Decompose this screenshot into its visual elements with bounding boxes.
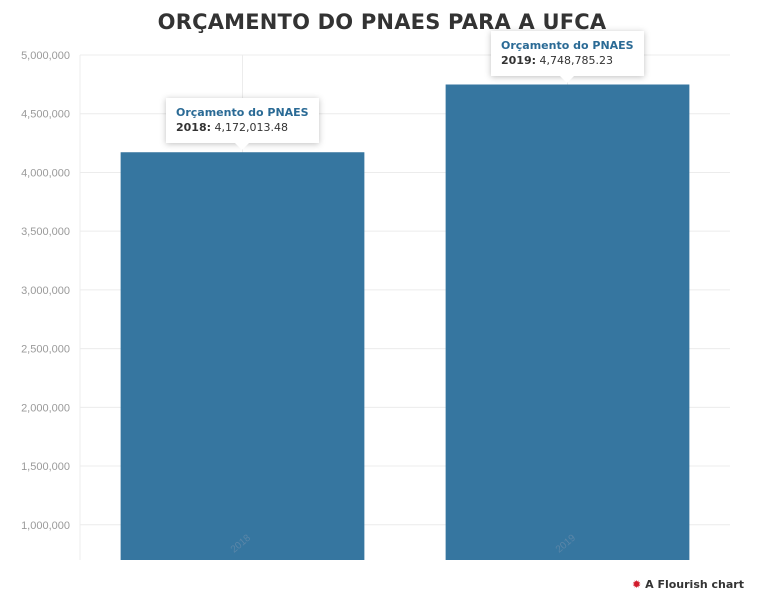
- chart-title: ORÇAMENTO DO PNAES PARA A UFCA: [157, 10, 607, 34]
- y-tick-label: 5,000,000: [21, 50, 70, 62]
- tooltip-2019: Orçamento do PNAES 2019: 4,748,785.23: [491, 30, 644, 83]
- y-tick-label: 4,500,000: [21, 109, 70, 121]
- credit-label: A Flourish chart: [645, 578, 744, 591]
- tooltip-year: 2019:: [501, 53, 537, 67]
- y-tick-label: 1,000,000: [21, 520, 70, 532]
- tooltip-arrow: [235, 143, 250, 151]
- bar-2018[interactable]: [120, 152, 365, 560]
- flourish-credit[interactable]: ✹ A Flourish chart: [632, 578, 744, 591]
- tooltip-2018: Orçamento do PNAES 2018: 4,172,013.48: [166, 98, 319, 151]
- y-tick-label: 2,500,000: [21, 344, 70, 356]
- flourish-star-icon: ✹: [632, 578, 642, 591]
- tooltip-series-name: Orçamento do PNAES: [176, 106, 309, 120]
- tooltip-value-line: 2019: 4,748,785.23: [501, 53, 634, 68]
- y-tick-label: 3,000,000: [21, 285, 70, 297]
- tooltip-series-name: Orçamento do PNAES: [501, 38, 634, 52]
- tooltip-value: 4,748,785.23: [536, 53, 614, 67]
- bar-2019[interactable]: [445, 84, 690, 561]
- y-tick-label: 2,000,000: [21, 402, 70, 414]
- y-tick-label: 1,500,000: [21, 461, 70, 473]
- tooltip-value-line: 2018: 4,172,013.48: [176, 120, 309, 135]
- tooltip-arrow: [560, 75, 575, 83]
- bars: [120, 84, 690, 561]
- y-axis: 1,000,000 1,500,000 2,000,000 2,500,000 3,00…: [21, 50, 70, 532]
- y-tick-label: 4,000,000: [21, 167, 70, 179]
- tooltip-value: 4,172,013.48: [211, 121, 289, 135]
- tooltip-year: 2018:: [176, 121, 212, 135]
- y-tick-label: 3,500,000: [21, 226, 70, 238]
